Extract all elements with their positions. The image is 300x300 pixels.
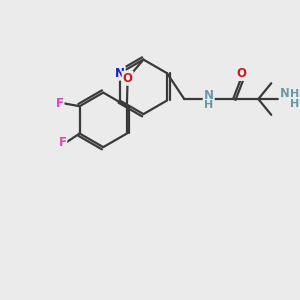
Text: N: N (280, 87, 290, 101)
Text: H: H (290, 89, 299, 99)
Text: H: H (204, 100, 213, 110)
Text: O: O (123, 72, 133, 85)
Text: H: H (290, 99, 299, 109)
Text: F: F (56, 97, 64, 110)
Text: F: F (58, 136, 66, 148)
Text: N: N (204, 89, 214, 102)
Text: O: O (236, 67, 246, 80)
Text: N: N (115, 67, 125, 80)
